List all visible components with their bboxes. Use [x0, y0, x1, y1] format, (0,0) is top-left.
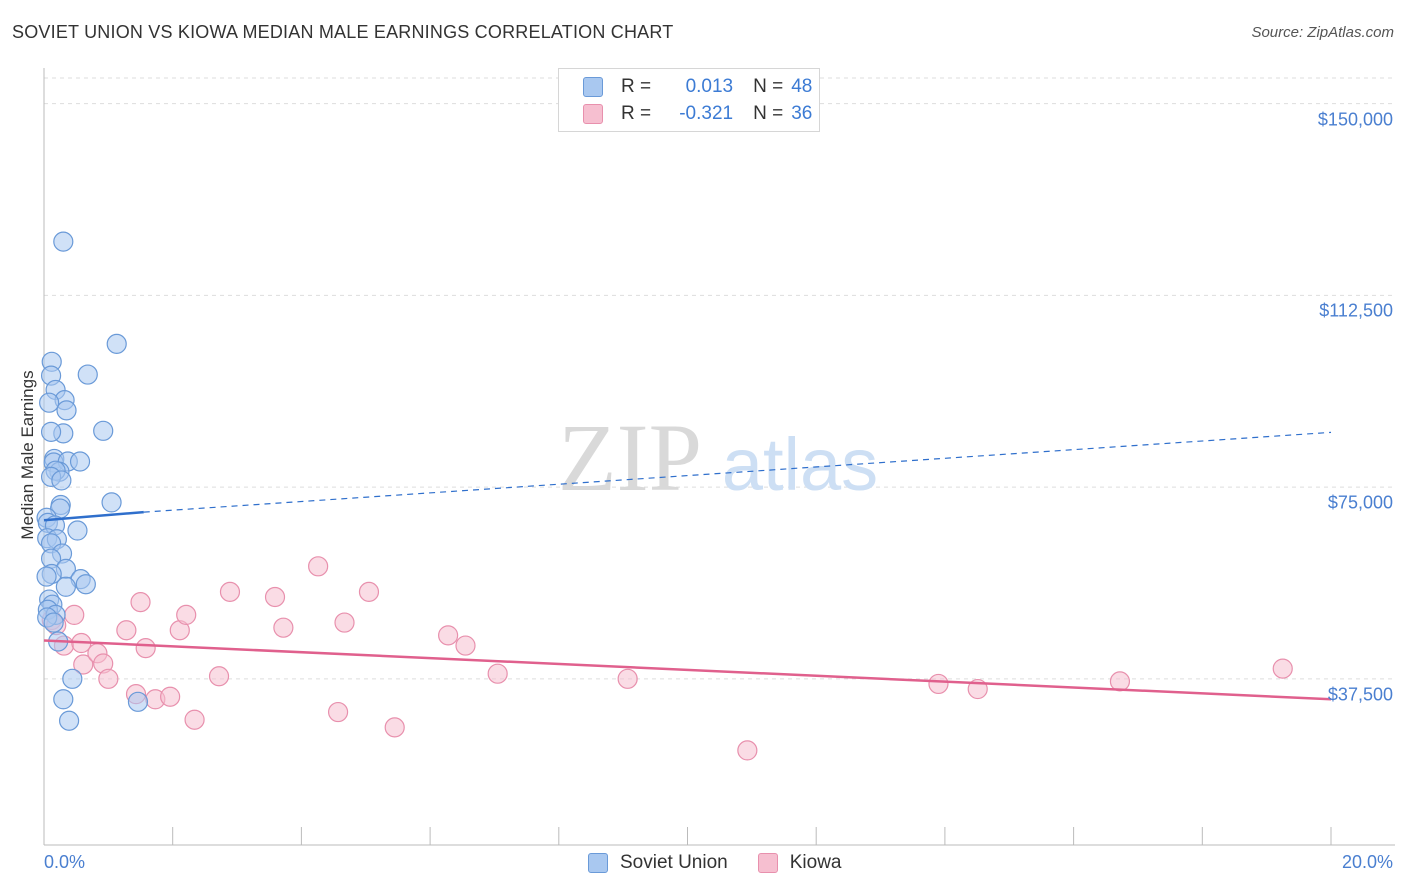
kiowa-point	[64, 604, 85, 626]
soviet-union-point	[43, 612, 64, 633]
soviet-union-point	[106, 333, 127, 354]
kiowa-point	[160, 686, 181, 707]
r-label: R =	[621, 103, 652, 124]
kiowa-point	[135, 638, 156, 659]
chart-title: SOVIET UNION VS KIOWA MEDIAN MALE EARNIN…	[12, 22, 674, 42]
legend-item-soviet-union[interactable]: Soviet Union	[588, 852, 728, 874]
r-value: 0.013	[685, 76, 734, 97]
y-tick-label: $75,000	[1327, 492, 1393, 513]
kiowa-point	[308, 556, 329, 577]
soviet-union-trendline	[43, 510, 144, 522]
soviet-union-point	[36, 566, 57, 587]
legend-row-kiowa: R = -0.321 N = 36	[583, 102, 812, 126]
kiowa-point	[219, 581, 241, 602]
kiowa-point	[264, 586, 286, 608]
soviet-union-point	[58, 710, 80, 731]
kiowa-point	[384, 717, 405, 738]
soviet-union-point	[67, 520, 88, 541]
n-value: 36	[791, 103, 813, 124]
soviet-union-point	[75, 574, 96, 595]
n-label: N =	[753, 76, 784, 97]
legend-item-kiowa[interactable]: Kiowa	[757, 852, 842, 874]
soviet-union-point	[55, 576, 76, 597]
kiowa-point	[1109, 671, 1131, 692]
grid-lines	[44, 77, 1395, 680]
source-label: Source: ZipAtlas.com	[1251, 24, 1394, 41]
r-value: -0.321	[679, 103, 734, 124]
soviet-union-point	[56, 400, 77, 421]
kiowa-point	[438, 625, 459, 646]
legend-row-soviet-union: R = 0.013 N = 48	[583, 75, 812, 99]
kiowa-point	[273, 617, 294, 638]
trendlines	[43, 431, 1332, 701]
soviet-union-point	[53, 231, 74, 252]
kiowa-point	[208, 666, 230, 687]
axes	[43, 68, 1395, 846]
soviet-union-point	[101, 492, 122, 513]
kiowa-point	[116, 620, 137, 641]
soviet-union-swatch	[588, 853, 608, 873]
watermark-zip: ZIP	[558, 404, 702, 511]
kiowa-point	[130, 592, 151, 613]
soviet-union-point	[93, 420, 114, 441]
series-legend: Soviet Union Kiowa	[588, 852, 871, 874]
kiowa-point	[98, 668, 119, 689]
kiowa-point	[487, 663, 508, 684]
y-tick-label: $37,500	[1327, 684, 1393, 705]
soviet-union-point	[51, 470, 72, 491]
stats-legend: R = 0.013 N = 48 R = -0.321 N = 36	[558, 68, 820, 132]
soviet-union-point	[77, 364, 98, 385]
n-value: 48	[791, 76, 813, 97]
kiowa-point	[184, 709, 205, 730]
kiowa-point	[73, 654, 94, 675]
n-label: N =	[753, 103, 784, 124]
soviet-union-trendline-extension	[143, 431, 1332, 513]
kiowa-point	[327, 701, 349, 723]
y-tick-label: $112,500	[1319, 300, 1393, 321]
kiowa-swatch	[583, 104, 603, 124]
kiowa-point	[617, 668, 638, 689]
kiowa-point	[737, 740, 758, 761]
soviet-union-point	[39, 392, 60, 413]
soviet-points	[36, 231, 149, 731]
soviet-union-point	[127, 691, 149, 712]
kiowa-points	[41, 556, 1293, 761]
kiowa-trendline	[43, 639, 1332, 701]
y-tick-label: $150,000	[1317, 109, 1393, 130]
legend-label: Kiowa	[789, 852, 842, 873]
soviet-union-swatch	[583, 77, 603, 97]
kiowa-point	[928, 673, 949, 695]
soviet-union-point	[62, 668, 83, 689]
watermark-atlas: atlas	[722, 423, 878, 506]
kiowa-point	[1272, 658, 1293, 679]
x-tick-label-min: 0.0%	[44, 852, 86, 872]
x-tick-label-max: 20.0%	[1341, 852, 1393, 872]
kiowa-swatch	[757, 853, 778, 873]
r-label: R =	[621, 76, 652, 97]
kiowa-point	[176, 604, 197, 626]
legend-label: Soviet Union	[620, 852, 728, 873]
kiowa-point	[455, 635, 476, 656]
kiowa-point	[334, 612, 355, 633]
watermark: ZIP atlas	[558, 404, 878, 511]
soviet-union-point	[40, 421, 62, 442]
kiowa-point	[358, 581, 380, 602]
soviet-union-point	[53, 689, 74, 710]
soviet-union-point	[69, 451, 91, 472]
